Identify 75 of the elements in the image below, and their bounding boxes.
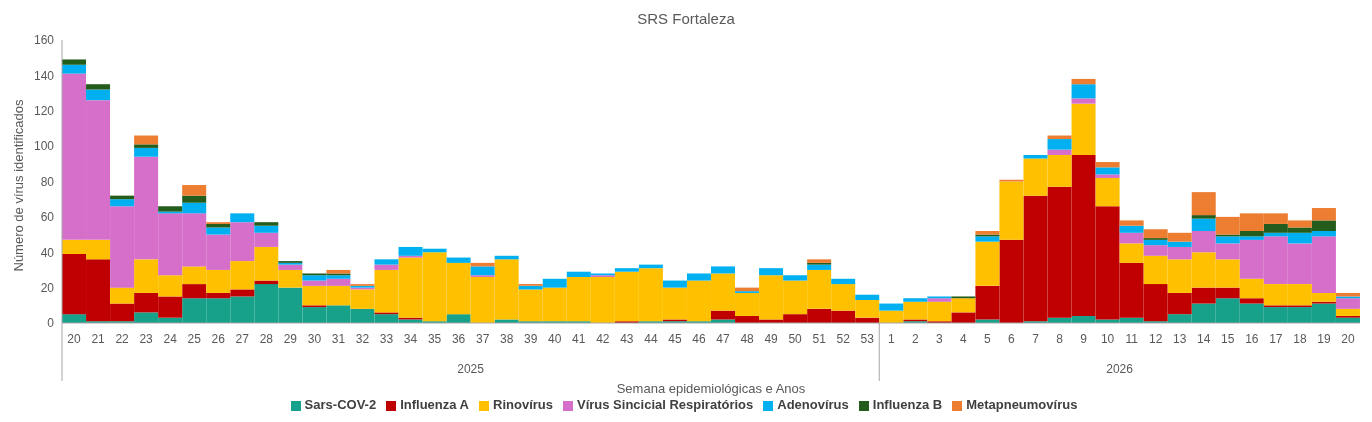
x-tick-label: 5: [984, 332, 992, 346]
x-tick-label: 42: [596, 332, 610, 346]
legend-label: Adenovírus: [777, 397, 849, 412]
x-tick-label: 13: [1173, 332, 1187, 346]
y-tick-label: 140: [33, 68, 55, 83]
x-tick-label: 3: [936, 332, 944, 346]
x-tick-label: 14: [1197, 332, 1211, 346]
x-tick-label: 45: [668, 332, 682, 346]
x-tick-label: 27: [235, 332, 250, 346]
x-tick-label: 28: [259, 332, 274, 346]
x-tick-label: 40: [548, 332, 562, 346]
legend-label: Sars-COV-2: [304, 397, 377, 412]
x-tick-label: 26: [211, 332, 226, 346]
y-tick-label: 40: [40, 245, 55, 260]
y-tick-label: 160: [33, 33, 55, 48]
x-tick-label: 51: [812, 332, 827, 346]
x-tick-label: 17: [1269, 332, 1283, 346]
x-tick-label: 6: [1008, 332, 1016, 346]
x-tick-label: 35: [427, 332, 442, 346]
x-tick-label: 47: [716, 332, 731, 346]
x-tick-label: 21: [91, 332, 106, 346]
legend-label: Metapneumovírus: [966, 397, 1078, 412]
x-tick-label: 7: [1032, 332, 1040, 346]
x-tick-label: 16: [1245, 332, 1259, 346]
x-tick-label: 11: [1125, 332, 1139, 346]
x-tick-label: 31: [331, 332, 346, 346]
x-tick-label: 19: [1317, 332, 1331, 346]
legend-label: Influenza B: [872, 397, 943, 412]
text: 2025: [457, 362, 485, 376]
x-tick-label: 10: [1100, 332, 1115, 346]
x-tick-label: 24: [163, 332, 178, 346]
y-tick-label: 100: [33, 139, 55, 154]
x-tick-label: 1: [887, 332, 895, 346]
legend-label: Rinovírus: [493, 397, 553, 412]
y-tick-label: 20: [40, 280, 55, 295]
x-tick-label: 41: [572, 332, 586, 346]
x-tick-label: 23: [139, 332, 154, 346]
text: 2026: [1106, 362, 1134, 376]
x-tick-label: 49: [764, 332, 779, 346]
y-tick-label: 60: [40, 210, 55, 225]
x-tick-label: 33: [379, 332, 394, 346]
x-tick-label: 50: [788, 332, 803, 346]
x-tick-label: 12: [1149, 332, 1163, 346]
x-axis-title: Semana epidemiológicas e Anos: [616, 381, 806, 396]
legend-label: Vírus Sincicial Respiratórios: [576, 397, 754, 412]
chart-title: SRS Fortaleza: [636, 9, 736, 29]
x-tick-label: 9: [1080, 332, 1088, 346]
x-tick-label: 52: [836, 332, 851, 346]
y-tick-label: 0: [47, 316, 55, 331]
x-tick-label: 46: [692, 332, 706, 346]
x-tick-label: 37: [475, 332, 490, 346]
y-tick-label: 80: [40, 174, 55, 189]
x-tick-label: 15: [1221, 332, 1235, 346]
x-tick-label: 8: [1056, 332, 1064, 346]
x-tick-label: 48: [740, 332, 755, 346]
x-tick-label: 39: [524, 332, 538, 346]
x-tick-label: 32: [355, 332, 370, 346]
x-tick-label: 36: [451, 332, 466, 346]
legend-label: Influenza A: [400, 397, 470, 412]
x-tick-label: 30: [307, 332, 322, 346]
x-tick-label: 44: [644, 332, 658, 346]
x-tick-label: 2: [911, 332, 919, 346]
y-tick-label: 120: [33, 104, 55, 119]
x-tick-label: 20: [1341, 332, 1355, 346]
x-tick-label: 29: [283, 332, 298, 346]
y-axis-title: Número de vírus identificados: [10, 99, 26, 272]
x-tick-label: 38: [500, 332, 514, 346]
x-tick-label: 4: [960, 332, 968, 346]
x-tick-label: 18: [1293, 332, 1307, 346]
x-tick-label: 34: [403, 332, 418, 346]
x-tick-label: 20: [67, 332, 82, 346]
x-tick-label: 43: [620, 332, 634, 346]
x-tick-label: 53: [860, 332, 875, 346]
x-tick-label: 25: [187, 332, 202, 346]
x-tick-label: 22: [115, 332, 130, 346]
